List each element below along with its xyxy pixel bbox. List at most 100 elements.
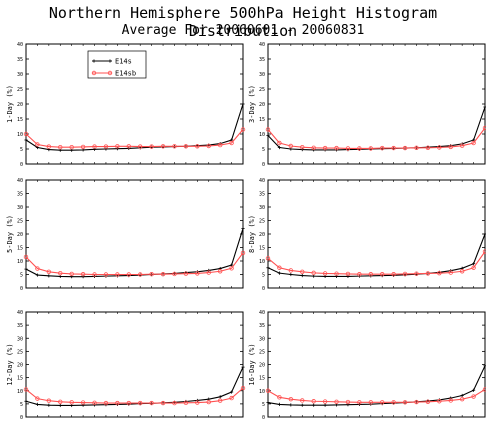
series-line-E14s [25,366,244,407]
data-point-E14sb [138,144,143,149]
y-tick-label: 20 [259,232,265,238]
panel-3: 0 5 10 15 20 25 30 35 40 5-Day (%) [6,178,246,292]
data-point-E14sb [195,271,200,276]
panel-5: 0 5 10 15 20 25 30 35 40 12-Day (%) [6,310,246,421]
data-point-E14sb [149,144,154,149]
y-tick-label: 15 [259,246,265,252]
y-tick-label: 10 [17,259,23,265]
data-point-E14s [346,274,350,278]
y-tick-label: 5 [20,273,23,279]
series-line-E14s [267,365,486,406]
data-point-E14sb [437,145,442,150]
legend-marker [91,70,97,76]
data-point-E14sb [459,269,465,274]
data-point-E14sb [277,140,282,146]
y-tick-label: 40 [259,42,265,48]
chart-title: Northern Hemisphere 500hPa Height Histog… [48,4,438,40]
data-point-E14sb [103,400,109,406]
y-axis-label: 16-Day (%) [248,343,256,385]
data-point-E14sb [35,266,40,271]
data-point-E14sb [160,400,166,406]
data-point-E14s [449,396,453,400]
y-tick-label: 35 [17,192,23,198]
data-point-E14sb [35,142,40,147]
data-point-E14s [289,272,293,277]
data-point-E14s [266,266,270,270]
data-point-E14sb [345,271,351,277]
y-tick-label: 35 [259,57,265,63]
data-point-E14s [289,403,293,407]
data-point-E14sb [206,270,211,275]
data-point-E14sb [115,400,120,406]
data-point-E14sb [58,399,63,404]
data-point-E14sb [160,272,166,277]
data-point-E14s [483,105,486,109]
data-point-E14sb [195,400,200,405]
data-point-E14s [266,400,270,405]
data-point-E14sb [58,144,63,150]
y-axis-label: 5-Day (%) [6,215,14,253]
data-point-E14sb [229,140,234,146]
data-point-E14sb [459,143,465,148]
y-tick-label: 30 [17,72,23,78]
data-point-E14sb [380,400,385,405]
panel-6: 0 5 10 15 20 25 30 35 40 16-Day (%) [248,310,486,421]
data-point-E14sb [217,269,223,274]
data-point-E14sb [334,399,339,404]
data-point-E14sb [217,398,223,403]
data-point-E14sb [265,388,271,393]
data-point-E14s [300,148,304,152]
data-point-E14sb [437,399,442,404]
data-point-E14sb [229,266,234,271]
data-point-E14s [266,133,270,138]
y-tick-label: 35 [259,323,265,329]
data-point-E14sb [138,400,143,406]
data-point-E14s [47,403,51,407]
y-tick-label: 40 [259,178,265,184]
y-axis-label: 8-Day (%) [248,215,256,253]
y-tick-label: 40 [17,42,23,48]
panel-4: 0 5 10 15 20 25 30 35 40 8-Day (%) [248,178,486,292]
y-tick-label: 15 [259,117,265,123]
data-point-E14sb [103,144,109,149]
data-point-E14sb [345,146,351,151]
data-point-E14sb [345,399,351,405]
data-point-E14s [241,227,245,231]
data-point-E14sb [391,145,396,151]
data-point-E14sb [448,398,453,403]
data-point-E14sb [311,270,316,276]
data-point-E14sb [482,125,486,131]
data-point-E14sb [471,265,476,270]
data-point-E14sb [138,272,143,277]
y-tick-label: 30 [17,336,23,342]
data-point-E14s [24,399,28,403]
data-point-E14sb [229,395,234,401]
data-point-E14sb [240,385,246,391]
data-point-E14s [483,232,486,236]
y-tick-label: 30 [17,205,23,211]
data-point-E14sb [322,399,328,404]
data-point-E14s [115,147,119,151]
data-point-E14sb [46,398,52,403]
data-point-E14sb [311,399,316,404]
data-point-E14sb [23,254,29,260]
data-point-E14s [471,262,476,266]
data-point-E14sb [172,271,177,277]
data-point-E14sb [482,249,486,254]
data-point-E14sb [195,144,200,149]
data-point-E14sb [149,400,154,406]
legend-label-E14s: E14s [115,58,132,66]
data-point-E14s [312,403,316,407]
y-tick-label: 20 [17,363,23,369]
data-point-E14s [47,274,51,278]
data-point-E14sb [172,400,177,406]
y-tick-label: 40 [17,310,23,316]
data-point-E14sb [206,399,211,405]
y-tick-label: 25 [259,349,265,355]
data-point-E14sb [471,140,476,146]
data-point-E14sb [92,272,97,277]
y-tick-label: 0 [262,415,265,421]
data-point-E14sb [183,271,189,276]
data-point-E14sb [80,144,86,150]
data-point-E14sb [357,400,362,405]
